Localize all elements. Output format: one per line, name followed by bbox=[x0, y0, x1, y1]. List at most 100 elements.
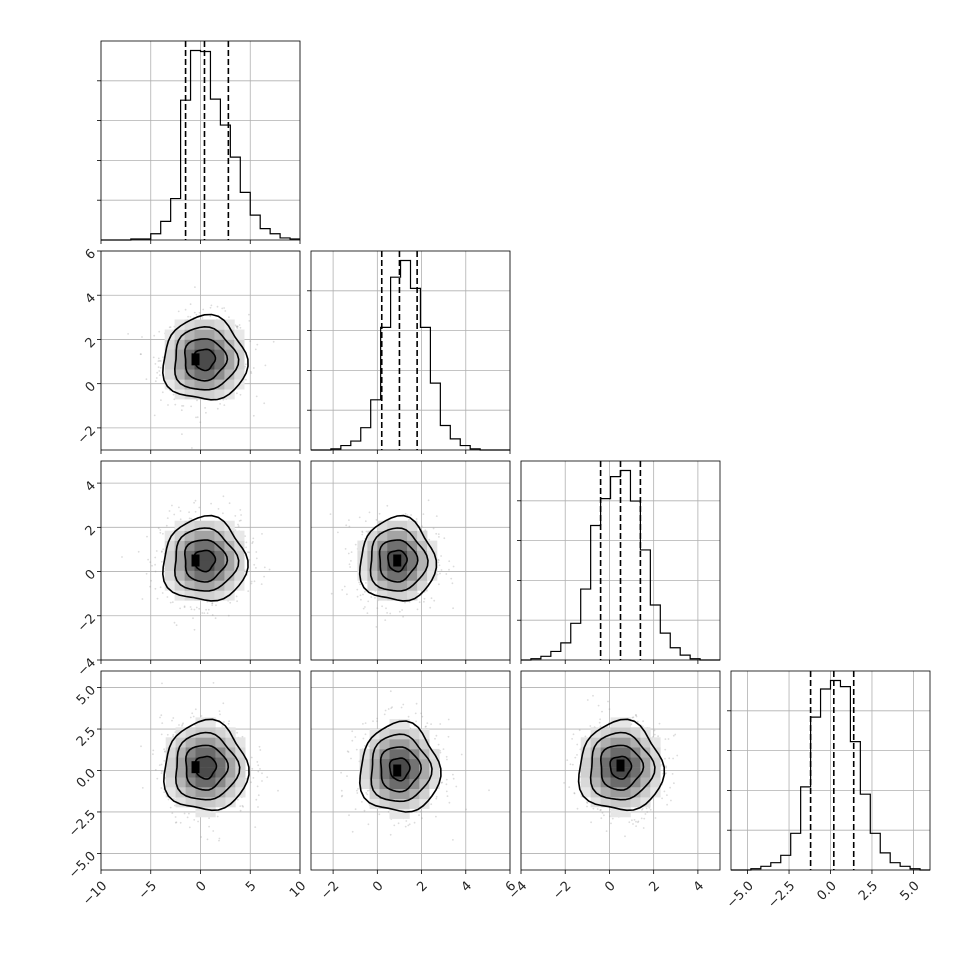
sample-point bbox=[586, 802, 589, 804]
density-cell bbox=[419, 778, 430, 789]
sample-point bbox=[260, 583, 263, 585]
x-tick-label: 5 bbox=[243, 879, 259, 895]
sample-point bbox=[188, 517, 191, 520]
sample-point bbox=[182, 405, 185, 407]
density-cell bbox=[224, 359, 235, 370]
density-contour bbox=[369, 527, 429, 592]
density-cell bbox=[389, 778, 400, 789]
sample-point bbox=[428, 538, 431, 541]
sample-point bbox=[448, 568, 450, 571]
y-tick-label: 2 bbox=[83, 335, 99, 351]
sample-point bbox=[254, 826, 257, 828]
sample-point bbox=[198, 311, 201, 314]
density-cell bbox=[610, 737, 621, 748]
density-cell bbox=[184, 319, 195, 330]
sample-point bbox=[375, 519, 378, 521]
sample-point bbox=[234, 324, 237, 327]
density-cell bbox=[174, 339, 185, 350]
density-cell bbox=[640, 747, 651, 758]
sample-point bbox=[437, 561, 440, 564]
sample-point bbox=[153, 334, 156, 337]
density-cell bbox=[387, 580, 398, 591]
sample-point bbox=[383, 713, 386, 716]
sample-point bbox=[217, 508, 220, 510]
sample-point bbox=[407, 824, 410, 827]
sample-point bbox=[256, 785, 259, 788]
sample-point bbox=[368, 745, 370, 747]
sample-point bbox=[263, 402, 266, 405]
density-cell bbox=[427, 570, 438, 581]
sample-point bbox=[209, 306, 212, 309]
sample-point bbox=[356, 588, 359, 591]
density-cell bbox=[610, 797, 621, 808]
density-contour bbox=[358, 720, 442, 813]
density-cell bbox=[389, 788, 400, 799]
sample-point bbox=[211, 602, 214, 605]
sample-point bbox=[361, 531, 364, 534]
density-cell bbox=[175, 757, 186, 768]
density-cell bbox=[377, 550, 388, 561]
sample-point bbox=[435, 797, 438, 800]
sample-point bbox=[384, 709, 387, 712]
sample-point bbox=[329, 513, 332, 515]
sample-point bbox=[154, 769, 157, 771]
density-cell bbox=[650, 777, 661, 788]
density-cell bbox=[399, 768, 410, 780]
density-cell bbox=[389, 798, 400, 809]
density-cell bbox=[204, 580, 215, 591]
density-cell bbox=[204, 349, 215, 360]
sample-point bbox=[163, 748, 165, 751]
sample-point bbox=[239, 805, 242, 807]
density-contour bbox=[162, 718, 250, 812]
density-cell bbox=[399, 788, 410, 799]
density-cell bbox=[620, 787, 631, 798]
sample-point bbox=[169, 601, 172, 604]
density-cell bbox=[620, 737, 631, 748]
density-cell bbox=[377, 530, 388, 541]
sample-point bbox=[163, 791, 166, 794]
density-cell bbox=[580, 757, 591, 768]
density-cell bbox=[164, 339, 175, 350]
sample-point bbox=[183, 812, 186, 815]
density-cell bbox=[214, 329, 225, 340]
sample-point bbox=[268, 568, 271, 571]
density-cell bbox=[397, 560, 408, 571]
sample-point bbox=[174, 816, 177, 818]
sample-point bbox=[174, 821, 177, 824]
sample-point bbox=[258, 745, 261, 748]
density-cell bbox=[369, 798, 380, 809]
sample-point bbox=[641, 725, 644, 728]
sample-point bbox=[440, 555, 442, 557]
sample-point bbox=[218, 710, 221, 712]
sample-point bbox=[223, 721, 225, 723]
scatter-panel-2-3: −4 −2 0 2 4 bbox=[506, 670, 721, 903]
sample-point bbox=[643, 817, 646, 820]
density-cell bbox=[214, 530, 225, 541]
sample-point bbox=[140, 353, 142, 355]
sample-point bbox=[159, 586, 162, 589]
y-tick-label: −5.0 bbox=[66, 849, 99, 882]
sample-point bbox=[422, 513, 425, 515]
sample-point bbox=[238, 324, 241, 326]
density-cell bbox=[164, 369, 175, 380]
density-cell bbox=[580, 777, 591, 788]
density-cell bbox=[397, 530, 408, 541]
density-cell bbox=[204, 369, 215, 380]
density-cell bbox=[620, 797, 631, 808]
sample-point bbox=[569, 763, 572, 766]
sample-point bbox=[341, 589, 344, 591]
density-cell bbox=[387, 540, 398, 551]
sample-point bbox=[351, 830, 354, 833]
sample-point bbox=[664, 757, 666, 760]
y-tick-label: 0.0 bbox=[74, 766, 99, 791]
sample-point bbox=[418, 601, 421, 604]
sample-point bbox=[430, 803, 433, 806]
sample-point bbox=[670, 799, 672, 802]
sample-point bbox=[193, 628, 196, 631]
density-cell bbox=[214, 349, 225, 360]
sample-point bbox=[573, 792, 576, 794]
sample-point bbox=[160, 763, 163, 766]
sample-point bbox=[248, 320, 251, 322]
density-cell bbox=[397, 580, 408, 591]
sample-point bbox=[186, 816, 189, 819]
